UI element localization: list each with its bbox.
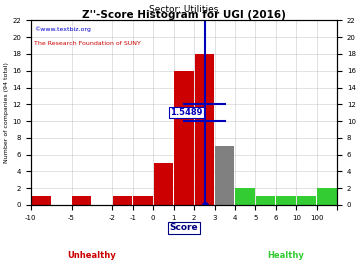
Bar xyxy=(235,188,255,205)
Bar xyxy=(256,197,275,205)
Bar xyxy=(31,197,51,205)
Bar xyxy=(338,188,357,205)
Text: 1.5489: 1.5489 xyxy=(170,108,202,117)
Bar xyxy=(174,71,194,205)
Bar xyxy=(276,197,296,205)
Bar xyxy=(317,188,337,205)
Text: Sector: Utilities: Sector: Utilities xyxy=(149,5,219,14)
Title: Z''-Score Histogram for UGI (2016): Z''-Score Histogram for UGI (2016) xyxy=(82,10,286,20)
Bar xyxy=(113,197,132,205)
X-axis label: Score: Score xyxy=(170,223,198,232)
Text: The Research Foundation of SUNY: The Research Foundation of SUNY xyxy=(34,41,141,46)
Bar xyxy=(154,163,173,205)
Y-axis label: Number of companies (94 total): Number of companies (94 total) xyxy=(4,62,9,163)
Bar xyxy=(215,146,234,205)
Text: Unhealthy: Unhealthy xyxy=(68,251,116,260)
Bar xyxy=(133,197,153,205)
Text: ©www.textbiz.org: ©www.textbiz.org xyxy=(34,26,91,32)
Bar xyxy=(72,197,91,205)
Bar xyxy=(297,197,316,205)
Text: Healthy: Healthy xyxy=(267,251,305,260)
Bar xyxy=(195,54,214,205)
